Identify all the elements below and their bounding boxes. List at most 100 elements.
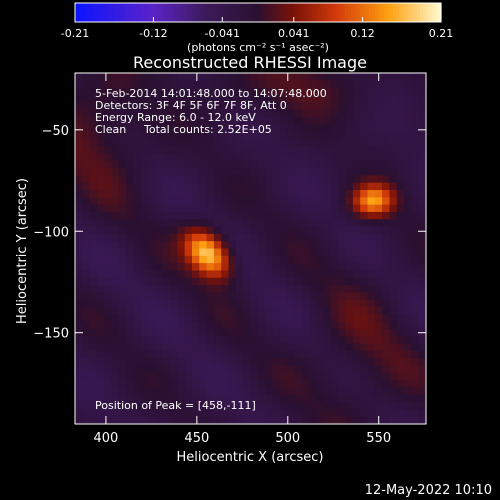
- heatmap-cell: [382, 358, 390, 366]
- heatmap-cell: [352, 175, 361, 184]
- heatmap-cell: [148, 263, 156, 271]
- heatmap-cell: [126, 292, 134, 301]
- heatmap-cell: [309, 285, 317, 293]
- heatmap-cell: [265, 350, 273, 359]
- heatmap-cell: [250, 255, 259, 264]
- heatmap-cell: [206, 160, 215, 169]
- heatmap-cell: [82, 416, 91, 424]
- heatmap-cell: [111, 358, 120, 366]
- heatmap-cell: [75, 409, 83, 418]
- heatmap-cell: [104, 80, 113, 89]
- colorbar-cell: [252, 3, 256, 22]
- heatmap-cell: [411, 102, 420, 111]
- heatmap-cell: [301, 80, 310, 89]
- heatmap-cell: [170, 402, 178, 410]
- heatmap-cell: [235, 146, 244, 154]
- heatmap-cell: [352, 285, 361, 293]
- heatmap-cell: [374, 211, 383, 220]
- heatmap-cell: [235, 336, 244, 345]
- heatmap-cell: [228, 343, 237, 352]
- heatmap-cell: [199, 321, 208, 330]
- heatmap-cell: [257, 277, 266, 286]
- heatmap-cell: [279, 94, 288, 103]
- colorbar-cell: [147, 3, 151, 22]
- colorbar-cell: [231, 3, 235, 22]
- heatmap-cell: [323, 182, 332, 191]
- heatmap-cell: [111, 226, 120, 235]
- heatmap-cell: [199, 372, 208, 381]
- heatmap-cell: [192, 116, 200, 125]
- heatmap-cell: [111, 219, 120, 228]
- heatmap-cell: [126, 336, 134, 345]
- heatmap-cell: [382, 233, 390, 242]
- heatmap-cell: [162, 380, 171, 388]
- heatmap-cell: [404, 204, 412, 213]
- heatmap-cell: [404, 219, 412, 228]
- heatmap-cell: [140, 255, 149, 264]
- heatmap-cell: [250, 328, 259, 337]
- heatmap-cell: [192, 307, 200, 315]
- heatmap-cell: [104, 226, 113, 235]
- heatmap-cell: [133, 409, 142, 418]
- heatmap-cell: [367, 402, 376, 410]
- heatmap-cell: [250, 263, 259, 271]
- colorbar-cell: [405, 3, 409, 22]
- heatmap-cell: [228, 402, 237, 410]
- heatmap-cell: [192, 160, 200, 169]
- heatmap-cell: [250, 292, 259, 301]
- y-axis-label: Heliocentric Y (arcsec): [15, 178, 30, 324]
- heatmap-cell: [265, 277, 273, 286]
- heatmap-cell: [213, 336, 222, 345]
- heatmap-cell: [111, 182, 120, 191]
- heatmap-cell: [184, 358, 193, 366]
- heatmap-cell: [279, 358, 288, 366]
- heatmap-cell: [118, 416, 127, 424]
- heatmap-cell: [75, 365, 83, 374]
- colorbar-cell: [387, 3, 391, 22]
- heatmap-cell: [155, 358, 164, 366]
- heatmap-cell: [301, 409, 310, 418]
- heatmap-cell: [294, 241, 303, 249]
- heatmap-cell: [170, 299, 178, 308]
- heatmap-cell: [404, 233, 412, 242]
- heatmap-cell: [177, 153, 186, 162]
- heatmap-cell: [330, 73, 339, 81]
- heatmap-cell: [228, 211, 237, 220]
- heatmap-cell: [133, 211, 142, 220]
- heatmap-cell: [104, 146, 113, 154]
- heatmap-cell: [301, 146, 310, 154]
- x-tick-label: 400: [94, 431, 119, 446]
- heatmap-cell: [184, 292, 193, 301]
- heatmap-cell: [265, 197, 273, 206]
- heatmap-cell: [140, 350, 149, 359]
- heatmap-cell: [316, 321, 325, 330]
- heatmap-cell: [206, 146, 215, 154]
- heatmap-cell: [228, 102, 237, 111]
- heatmap-cell: [382, 138, 390, 147]
- heatmap-cell: [396, 219, 405, 228]
- heatmap-cell: [404, 365, 412, 374]
- heatmap-cell: [148, 292, 156, 301]
- heatmap-cell: [382, 116, 390, 125]
- heatmap-cell: [250, 87, 259, 96]
- colorbar-cell: [144, 3, 148, 22]
- heatmap-cell: [367, 116, 376, 125]
- heatmap-cell: [140, 109, 149, 118]
- heatmap-cell: [418, 138, 426, 147]
- colorbar-cell: [96, 3, 100, 22]
- heatmap-cell: [126, 409, 134, 418]
- heatmap-cell: [192, 168, 200, 176]
- colorbar-cell: [318, 3, 322, 22]
- heatmap-cell: [75, 73, 83, 81]
- colorbar-frame: [74, 2, 442, 23]
- heatmap-cell: [279, 153, 288, 162]
- heatmap-cell: [235, 321, 244, 330]
- heatmap-cell: [177, 350, 186, 359]
- heatmap-cell: [367, 416, 376, 424]
- heatmap-cell: [418, 160, 426, 169]
- heatmap-cell: [148, 409, 156, 418]
- heatmap-cell: [221, 285, 230, 293]
- heatmap-cell: [301, 124, 310, 132]
- heatmap-cell: [323, 124, 332, 132]
- heatmap-cell: [367, 372, 376, 381]
